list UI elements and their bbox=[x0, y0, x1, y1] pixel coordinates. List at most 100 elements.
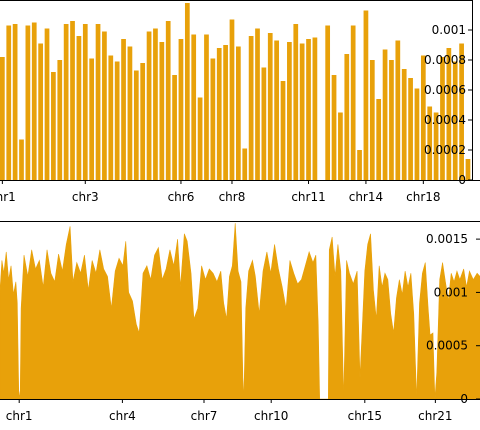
bar bbox=[299, 43, 305, 180]
x-tick-label: chr15 bbox=[348, 409, 382, 423]
top-bar-chart: 0 0.0002 0.0004 0.0006 0.0008 0.001 chr1 chr3 ch… bbox=[0, 0, 480, 204]
y-tick-label: 0.0005 bbox=[426, 339, 468, 353]
bar bbox=[89, 58, 95, 180]
y-tick-label: 0.0015 bbox=[426, 232, 468, 246]
bar bbox=[25, 25, 31, 180]
y-tick-label: 0.001 bbox=[432, 23, 466, 37]
bar bbox=[389, 60, 394, 180]
x-tick-label: chr10 bbox=[254, 409, 288, 423]
bar bbox=[325, 25, 331, 180]
bar bbox=[70, 21, 75, 180]
bar bbox=[140, 63, 146, 180]
bar bbox=[172, 75, 177, 180]
bar bbox=[350, 25, 356, 180]
y-tick-label: 0 bbox=[460, 392, 468, 406]
bar bbox=[57, 60, 63, 180]
bar bbox=[363, 10, 369, 180]
bar bbox=[293, 24, 299, 180]
bar bbox=[82, 24, 88, 180]
bar bbox=[184, 3, 190, 180]
x-tick-label: chr21 bbox=[418, 409, 452, 423]
bottom-area-chart: 0 0.0005 0.001 0.0015 chr1 chr4 chr7 chr10 chr15… bbox=[0, 221, 480, 423]
bar bbox=[440, 57, 445, 180]
bar bbox=[216, 48, 222, 180]
bar bbox=[236, 46, 241, 180]
bar bbox=[427, 106, 433, 180]
bar bbox=[223, 45, 228, 180]
bar bbox=[102, 31, 107, 180]
y-tick-label: 0.001 bbox=[434, 285, 468, 299]
bar bbox=[159, 42, 165, 180]
area-series bbox=[0, 223, 480, 400]
bar bbox=[274, 40, 279, 180]
x-tick-label: chr7 bbox=[191, 409, 218, 423]
bar bbox=[165, 21, 171, 180]
bar bbox=[44, 28, 50, 180]
bar bbox=[331, 75, 337, 180]
bar bbox=[108, 55, 114, 180]
x-tick-label: chr18 bbox=[406, 190, 440, 204]
bar bbox=[6, 25, 12, 180]
y-tick-label: 0.0006 bbox=[424, 83, 466, 97]
bar bbox=[401, 69, 407, 180]
bar bbox=[76, 36, 82, 180]
bar bbox=[287, 42, 292, 180]
bar bbox=[261, 67, 267, 180]
x-tick-label: chr8 bbox=[219, 190, 246, 204]
x-tick-label: chr1 bbox=[0, 190, 16, 204]
bar bbox=[382, 49, 388, 180]
bar bbox=[127, 46, 133, 180]
bar bbox=[420, 55, 426, 180]
bar bbox=[178, 39, 184, 180]
bar bbox=[408, 78, 413, 180]
bar bbox=[38, 43, 43, 180]
x-tick-label: chr14 bbox=[349, 190, 383, 204]
bar bbox=[51, 72, 56, 180]
bar bbox=[255, 28, 260, 180]
bar bbox=[357, 150, 362, 180]
bar bbox=[465, 159, 471, 180]
bar bbox=[191, 34, 197, 180]
bar bbox=[19, 139, 24, 180]
bar bbox=[459, 43, 464, 180]
y-tick-label: 0 bbox=[458, 173, 466, 187]
bar bbox=[280, 81, 286, 180]
bar bbox=[376, 99, 382, 180]
bar bbox=[63, 24, 69, 180]
bar bbox=[229, 19, 235, 180]
bar bbox=[31, 22, 37, 180]
bar bbox=[248, 36, 254, 180]
bar bbox=[395, 40, 401, 180]
x-tick-label: chr3 bbox=[72, 190, 99, 204]
bar bbox=[133, 70, 139, 180]
y-tick-label: 0.0008 bbox=[424, 53, 466, 67]
bar bbox=[0, 57, 5, 180]
bar bbox=[210, 58, 216, 180]
x-tick-label: chr11 bbox=[291, 190, 325, 204]
bar bbox=[306, 39, 311, 180]
bar bbox=[204, 34, 209, 180]
bar bbox=[446, 48, 452, 180]
bar bbox=[146, 31, 152, 180]
bar bbox=[95, 24, 101, 180]
bar bbox=[369, 60, 375, 180]
bar bbox=[121, 39, 126, 180]
y-tick-label: 0.0002 bbox=[424, 143, 466, 157]
bar bbox=[267, 33, 273, 180]
bar bbox=[312, 37, 318, 180]
bar bbox=[344, 54, 350, 180]
x-tick-label: chr1 bbox=[6, 409, 33, 423]
bar bbox=[153, 28, 158, 180]
x-tick-label: chr4 bbox=[109, 409, 136, 423]
bar bbox=[338, 112, 343, 180]
bar bbox=[414, 88, 420, 180]
bar bbox=[12, 24, 18, 180]
x-tick-label: chr6 bbox=[168, 190, 195, 204]
bar bbox=[114, 61, 120, 180]
y-tick-label: 0.0004 bbox=[424, 113, 466, 127]
bar bbox=[433, 112, 439, 180]
bar bbox=[242, 148, 248, 180]
bar bbox=[197, 97, 203, 180]
bar bbox=[452, 61, 458, 180]
